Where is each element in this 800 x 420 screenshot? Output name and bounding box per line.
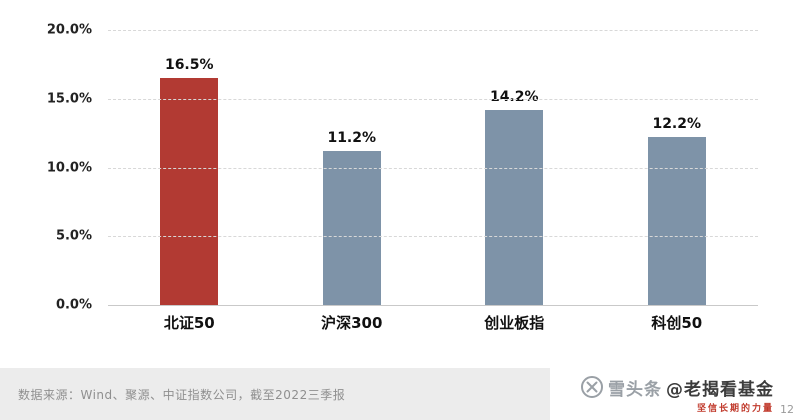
bar-column: 16.5% — [108, 57, 271, 305]
x-axis-label: 北证50 — [163, 314, 215, 332]
x-axis-label: 科创50 — [651, 314, 703, 332]
bar-科创50 — [647, 137, 706, 305]
y-tick-label: 10.0% — [46, 160, 92, 175]
bar-column: 12.2% — [596, 116, 759, 305]
bar-value-label: 12.2% — [652, 116, 702, 133]
gridline — [108, 167, 758, 169]
watermark: 雪头条 @老揭看基金 坚信长期的力量 — [550, 368, 800, 420]
bar-value-label: 14.2% — [489, 88, 539, 105]
bars-container: 16.5% 11.2% 14.2% 12.2% — [108, 30, 758, 305]
x-axis-label: 创业板指 — [484, 314, 545, 332]
y-tick-label: 15.0% — [46, 91, 92, 107]
brand-circle-icon — [581, 376, 603, 398]
account-name: @老揭看基金 — [666, 379, 774, 400]
plot-area: 16.5% 11.2% 14.2% 12.2% — [108, 30, 758, 306]
bar-column: 11.2% — [271, 130, 434, 305]
data-source-note: 数据来源：Wind、聚源、中证指数公司，截至2022三季报 — [18, 387, 346, 402]
bar-创业板指 — [485, 109, 544, 305]
y-tick-label: 5.0% — [55, 228, 92, 244]
x-axis-label: 沪深300 — [321, 314, 383, 332]
x-axis-labels: 北证50 沪深300 创业板指 科创50 — [108, 312, 758, 333]
y-tick-label: 20.0% — [46, 22, 92, 38]
gridline — [108, 98, 758, 100]
watermark-slogan: 坚信长期的力量 — [696, 403, 774, 414]
brand-name: 雪头条 — [608, 379, 662, 400]
bar-value-label: 16.5% — [164, 57, 214, 74]
page-number: 12 — [780, 403, 794, 416]
gridline — [108, 30, 758, 31]
gridline — [108, 305, 758, 306]
bar-column: 14.2% — [433, 89, 596, 305]
bar-沪深300 — [322, 151, 381, 305]
gridline — [108, 236, 758, 238]
y-tick-label: 0.0% — [55, 297, 92, 313]
bar-value-label: 11.2% — [327, 130, 377, 146]
y-axis: 0.0% 5.0% 10.0% 15.0% 20.0% — [0, 23, 98, 313]
bar-北证50 — [160, 78, 219, 305]
watermark-row: 雪头条 @老揭看基金 — [580, 375, 774, 400]
